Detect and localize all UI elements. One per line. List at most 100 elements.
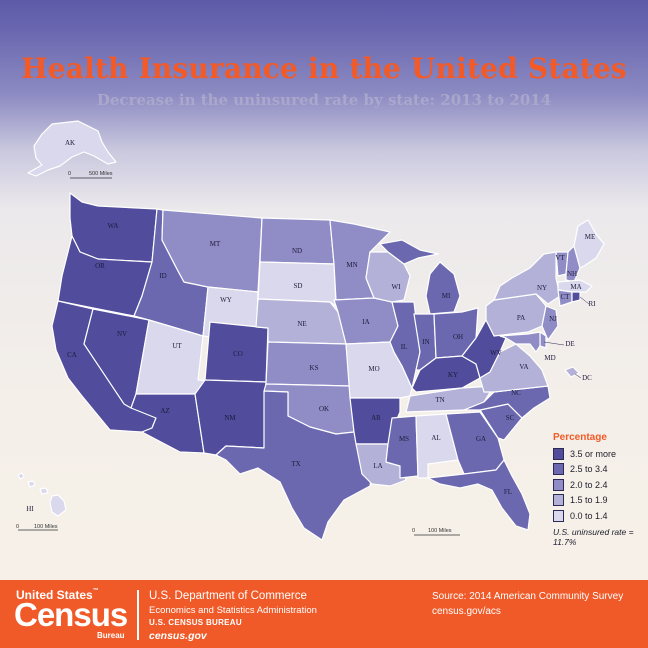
state-mi [379, 239, 461, 315]
legend-note: U.S. uninsured rate = 11.7% [553, 526, 634, 547]
legend-item: 2.0 to 2.4 [553, 477, 645, 493]
state-label-dc: DC [582, 374, 592, 382]
census-logo-line1[interactable]: United States™ [16, 588, 99, 602]
state-label-ut: UT [172, 342, 182, 350]
legend-swatch [553, 447, 564, 460]
legend-title: Percentage [553, 432, 607, 443]
census-gov-link[interactable]: census.gov [149, 630, 207, 642]
state-label-tn: TN [435, 396, 444, 404]
legend-swatch [553, 478, 564, 491]
legend-swatch [553, 509, 564, 522]
state-va [479, 343, 549, 393]
bureau-name: U.S. CENSUS BUREAU [149, 618, 242, 627]
state-label-ok: OK [319, 405, 329, 413]
state-label-wy: WY [220, 296, 232, 304]
state-label-ct: CT [561, 293, 571, 301]
state-label-de: DE [565, 340, 574, 348]
state-hi [17, 472, 67, 517]
state-label-nh: NH [567, 270, 577, 278]
state-label-ca: CA [67, 351, 77, 359]
state-label-or: OR [95, 262, 105, 270]
state-label-ia: IA [362, 318, 369, 326]
state-label-mt: MT [210, 240, 221, 248]
legend-item: 1.5 to 1.9 [553, 493, 645, 509]
footer-divider [137, 590, 139, 640]
map-subtitle: Decrease in the uninsured rate by state:… [96, 91, 552, 109]
state-label-nc: NC [511, 389, 521, 397]
state-label-wi: WI [392, 283, 402, 291]
footer-bar: United States™ Census Bureau U.S. Depart… [0, 580, 648, 648]
state-label-la: LA [373, 462, 382, 470]
svg-text:0: 0 [16, 524, 19, 530]
state-label-al: AL [431, 434, 440, 442]
state-label-ks: KS [310, 364, 319, 372]
department-name: U.S. Department of Commerce [149, 590, 307, 602]
state-label-sd: SD [294, 282, 303, 290]
state-ak [27, 120, 117, 177]
state-label-hi: HI [26, 505, 34, 513]
legend-label: 3.5 or more [570, 448, 617, 459]
state-label-ny: NY [537, 284, 547, 292]
state-md [499, 331, 541, 353]
legend-swatch [553, 463, 564, 476]
state-label-wa: WA [108, 222, 119, 230]
legend-label: 2.5 to 3.4 [570, 464, 608, 475]
state-label-az: AZ [160, 407, 169, 415]
state-label-nv: NV [117, 330, 127, 338]
state-label-in: IN [422, 338, 429, 346]
state-label-sc: SC [506, 414, 515, 422]
state-label-mo: MO [368, 365, 379, 373]
svg-text:100 Miles: 100 Miles [428, 528, 452, 534]
state-label-id: ID [159, 272, 166, 280]
label-leaders [543, 296, 590, 379]
svg-text:0: 0 [412, 528, 415, 534]
source-link[interactable]: census.gov/acs [432, 606, 501, 617]
state-label-ar: AR [371, 414, 381, 422]
state-label-mi: MI [442, 292, 451, 300]
census-logo[interactable]: Census [14, 596, 128, 633]
state-ks [265, 341, 351, 387]
state-label-ne: NE [297, 320, 306, 328]
state-label-wv: WV [490, 349, 502, 357]
state-label-me: ME [585, 233, 596, 241]
census-logo-bureau: Bureau [97, 631, 125, 640]
state-label-ms: MS [399, 435, 409, 443]
scale-bar-alaska: 0 500 Miles [68, 171, 113, 179]
state-label-fl: FL [504, 488, 512, 496]
legend-label: 1.5 to 1.9 [570, 495, 608, 506]
state-label-pa: PA [517, 314, 525, 322]
legend-item: 2.5 to 3.4 [553, 462, 645, 478]
state-nc [463, 385, 551, 419]
legend-swatch [553, 494, 564, 507]
state-label-nj: NJ [549, 315, 557, 323]
state-me [573, 219, 605, 269]
svg-text:0: 0 [68, 171, 71, 177]
map-title: Health Insurance in the United States [21, 52, 627, 85]
state-label-oh: OH [453, 333, 463, 341]
state-label-ky: KY [448, 371, 458, 379]
legend: Percentage 3.5 or more 2.5 to 3.4 2.0 to… [553, 432, 645, 547]
state-label-ri: RI [589, 300, 597, 308]
svg-text:500 Miles: 500 Miles [89, 171, 113, 177]
state-nd [259, 217, 335, 265]
state-label-va: VA [519, 363, 528, 371]
state-label-co: CO [233, 350, 243, 358]
state-ri [571, 291, 581, 303]
legend-label: 2.0 to 2.4 [570, 479, 608, 490]
state-tx [215, 390, 373, 541]
state-label-ga: GA [476, 435, 486, 443]
state-label-vt: VT [555, 254, 565, 262]
state-label-il: IL [401, 343, 408, 351]
svg-text:100 Miles: 100 Miles [34, 524, 58, 530]
state-label-nd: ND [292, 247, 302, 255]
legend-item: 3.5 or more [553, 446, 645, 462]
state-sd [257, 261, 337, 307]
state-label-tx: TX [291, 460, 300, 468]
state-fl [427, 459, 531, 531]
legend-label: 0.0 to 1.4 [570, 510, 608, 521]
source-text: Source: 2014 American Community Survey [432, 591, 624, 602]
scale-bar-conus: 0 100 Miles [412, 528, 460, 536]
scale-bar-hawaii: 0 100 Miles [16, 524, 58, 531]
state-label-md: MD [544, 354, 555, 362]
